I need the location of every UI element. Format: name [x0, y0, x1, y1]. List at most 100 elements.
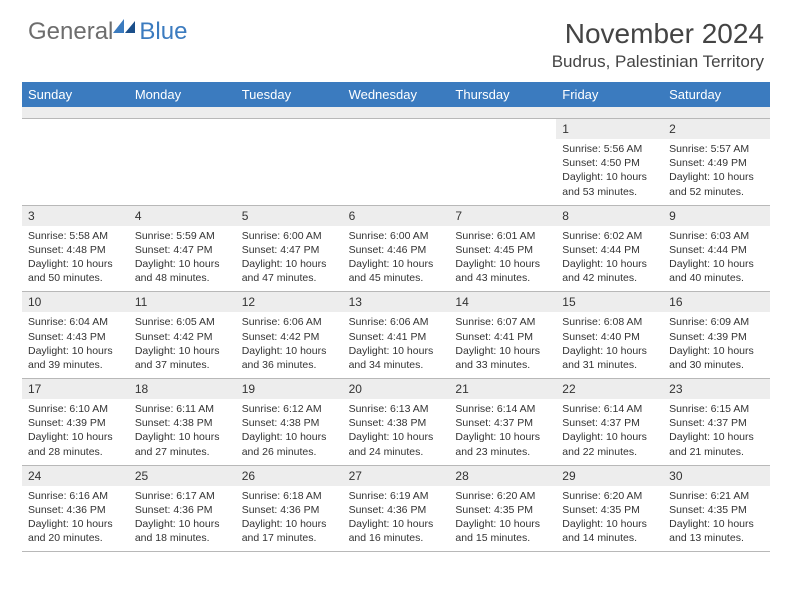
day-cell: 22Sunrise: 6:14 AMSunset: 4:37 PMDayligh… [556, 379, 663, 466]
day-details: Sunrise: 6:06 AMSunset: 4:42 PMDaylight:… [236, 312, 343, 372]
weeks-container: 1Sunrise: 5:56 AMSunset: 4:50 PMDaylight… [22, 119, 770, 552]
day-details: Sunrise: 6:04 AMSunset: 4:43 PMDaylight:… [22, 312, 129, 372]
day-number: 19 [236, 379, 343, 399]
weekday-header-row: SundayMondayTuesdayWednesdayThursdayFrid… [22, 82, 770, 107]
day-number: 21 [449, 379, 556, 399]
day-cell: 3Sunrise: 5:58 AMSunset: 4:48 PMDaylight… [22, 206, 129, 293]
day-details: Sunrise: 6:18 AMSunset: 4:36 PMDaylight:… [236, 486, 343, 546]
day-cell: 13Sunrise: 6:06 AMSunset: 4:41 PMDayligh… [343, 292, 450, 379]
day-number: 27 [343, 466, 450, 486]
day-details: Sunrise: 5:57 AMSunset: 4:49 PMDaylight:… [663, 139, 770, 199]
day-details: Sunrise: 6:21 AMSunset: 4:35 PMDaylight:… [663, 486, 770, 546]
day-cell: 27Sunrise: 6:19 AMSunset: 4:36 PMDayligh… [343, 466, 450, 553]
day-cell: 21Sunrise: 6:14 AMSunset: 4:37 PMDayligh… [449, 379, 556, 466]
day-cell: 8Sunrise: 6:02 AMSunset: 4:44 PMDaylight… [556, 206, 663, 293]
header: General Blue November 2024 Budrus, Pales… [0, 0, 792, 72]
day-details: Sunrise: 5:56 AMSunset: 4:50 PMDaylight:… [556, 139, 663, 199]
day-number: 15 [556, 292, 663, 312]
empty-cell [22, 119, 129, 206]
logo-text-blue: Blue [139, 18, 187, 46]
day-cell: 7Sunrise: 6:01 AMSunset: 4:45 PMDaylight… [449, 206, 556, 293]
empty-daynum [129, 119, 236, 139]
day-details: Sunrise: 6:09 AMSunset: 4:39 PMDaylight:… [663, 312, 770, 372]
day-details: Sunrise: 6:16 AMSunset: 4:36 PMDaylight:… [22, 486, 129, 546]
day-details: Sunrise: 6:02 AMSunset: 4:44 PMDaylight:… [556, 226, 663, 286]
day-cell: 6Sunrise: 6:00 AMSunset: 4:46 PMDaylight… [343, 206, 450, 293]
day-cell: 25Sunrise: 6:17 AMSunset: 4:36 PMDayligh… [129, 466, 236, 553]
day-cell: 23Sunrise: 6:15 AMSunset: 4:37 PMDayligh… [663, 379, 770, 466]
weekday-header: Thursday [449, 82, 556, 107]
day-details: Sunrise: 5:59 AMSunset: 4:47 PMDaylight:… [129, 226, 236, 286]
day-details: Sunrise: 6:00 AMSunset: 4:46 PMDaylight:… [343, 226, 450, 286]
weekday-header: Friday [556, 82, 663, 107]
day-cell: 14Sunrise: 6:07 AMSunset: 4:41 PMDayligh… [449, 292, 556, 379]
day-number: 17 [22, 379, 129, 399]
day-details: Sunrise: 6:10 AMSunset: 4:39 PMDaylight:… [22, 399, 129, 459]
logo-text-general: General [28, 18, 113, 46]
day-number: 24 [22, 466, 129, 486]
day-number: 9 [663, 206, 770, 226]
day-number: 8 [556, 206, 663, 226]
day-details: Sunrise: 6:00 AMSunset: 4:47 PMDaylight:… [236, 226, 343, 286]
day-number: 25 [129, 466, 236, 486]
week-row: 17Sunrise: 6:10 AMSunset: 4:39 PMDayligh… [22, 379, 770, 466]
day-details: Sunrise: 5:58 AMSunset: 4:48 PMDaylight:… [22, 226, 129, 286]
title-block: November 2024 Budrus, Palestinian Territ… [552, 18, 764, 72]
day-number: 10 [22, 292, 129, 312]
day-number: 23 [663, 379, 770, 399]
day-number: 5 [236, 206, 343, 226]
day-number: 26 [236, 466, 343, 486]
empty-cell [449, 119, 556, 206]
day-cell: 15Sunrise: 6:08 AMSunset: 4:40 PMDayligh… [556, 292, 663, 379]
week-row: 24Sunrise: 6:16 AMSunset: 4:36 PMDayligh… [22, 466, 770, 553]
day-cell: 11Sunrise: 6:05 AMSunset: 4:42 PMDayligh… [129, 292, 236, 379]
calendar: SundayMondayTuesdayWednesdayThursdayFrid… [22, 82, 770, 552]
day-cell: 10Sunrise: 6:04 AMSunset: 4:43 PMDayligh… [22, 292, 129, 379]
day-cell: 12Sunrise: 6:06 AMSunset: 4:42 PMDayligh… [236, 292, 343, 379]
empty-cell [236, 119, 343, 206]
day-number: 28 [449, 466, 556, 486]
location: Budrus, Palestinian Territory [552, 52, 764, 72]
day-details: Sunrise: 6:20 AMSunset: 4:35 PMDaylight:… [449, 486, 556, 546]
logo: General Blue [28, 18, 187, 46]
day-details: Sunrise: 6:19 AMSunset: 4:36 PMDaylight:… [343, 486, 450, 546]
day-cell: 29Sunrise: 6:20 AMSunset: 4:35 PMDayligh… [556, 466, 663, 553]
day-cell: 5Sunrise: 6:00 AMSunset: 4:47 PMDaylight… [236, 206, 343, 293]
weekday-header: Saturday [663, 82, 770, 107]
day-details: Sunrise: 6:15 AMSunset: 4:37 PMDaylight:… [663, 399, 770, 459]
day-cell: 26Sunrise: 6:18 AMSunset: 4:36 PMDayligh… [236, 466, 343, 553]
day-number: 12 [236, 292, 343, 312]
day-cell: 17Sunrise: 6:10 AMSunset: 4:39 PMDayligh… [22, 379, 129, 466]
day-number: 7 [449, 206, 556, 226]
day-cell: 20Sunrise: 6:13 AMSunset: 4:38 PMDayligh… [343, 379, 450, 466]
weekday-header: Monday [129, 82, 236, 107]
day-details: Sunrise: 6:08 AMSunset: 4:40 PMDaylight:… [556, 312, 663, 372]
empty-daynum [343, 119, 450, 139]
day-number: 22 [556, 379, 663, 399]
week-row: 3Sunrise: 5:58 AMSunset: 4:48 PMDaylight… [22, 206, 770, 293]
logo-sail-icon [113, 19, 135, 33]
day-details: Sunrise: 6:13 AMSunset: 4:38 PMDaylight:… [343, 399, 450, 459]
weekday-header: Tuesday [236, 82, 343, 107]
day-cell: 19Sunrise: 6:12 AMSunset: 4:38 PMDayligh… [236, 379, 343, 466]
day-details: Sunrise: 6:01 AMSunset: 4:45 PMDaylight:… [449, 226, 556, 286]
day-number: 20 [343, 379, 450, 399]
day-details: Sunrise: 6:07 AMSunset: 4:41 PMDaylight:… [449, 312, 556, 372]
day-cell: 24Sunrise: 6:16 AMSunset: 4:36 PMDayligh… [22, 466, 129, 553]
empty-daynum [236, 119, 343, 139]
day-cell: 2Sunrise: 5:57 AMSunset: 4:49 PMDaylight… [663, 119, 770, 206]
day-number: 13 [343, 292, 450, 312]
day-cell: 30Sunrise: 6:21 AMSunset: 4:35 PMDayligh… [663, 466, 770, 553]
day-details: Sunrise: 6:06 AMSunset: 4:41 PMDaylight:… [343, 312, 450, 372]
day-number: 14 [449, 292, 556, 312]
day-number: 30 [663, 466, 770, 486]
day-number: 2 [663, 119, 770, 139]
day-cell: 28Sunrise: 6:20 AMSunset: 4:35 PMDayligh… [449, 466, 556, 553]
month-title: November 2024 [552, 18, 764, 50]
day-number: 16 [663, 292, 770, 312]
day-details: Sunrise: 6:11 AMSunset: 4:38 PMDaylight:… [129, 399, 236, 459]
day-number: 18 [129, 379, 236, 399]
day-number: 6 [343, 206, 450, 226]
day-cell: 1Sunrise: 5:56 AMSunset: 4:50 PMDaylight… [556, 119, 663, 206]
day-cell: 18Sunrise: 6:11 AMSunset: 4:38 PMDayligh… [129, 379, 236, 466]
